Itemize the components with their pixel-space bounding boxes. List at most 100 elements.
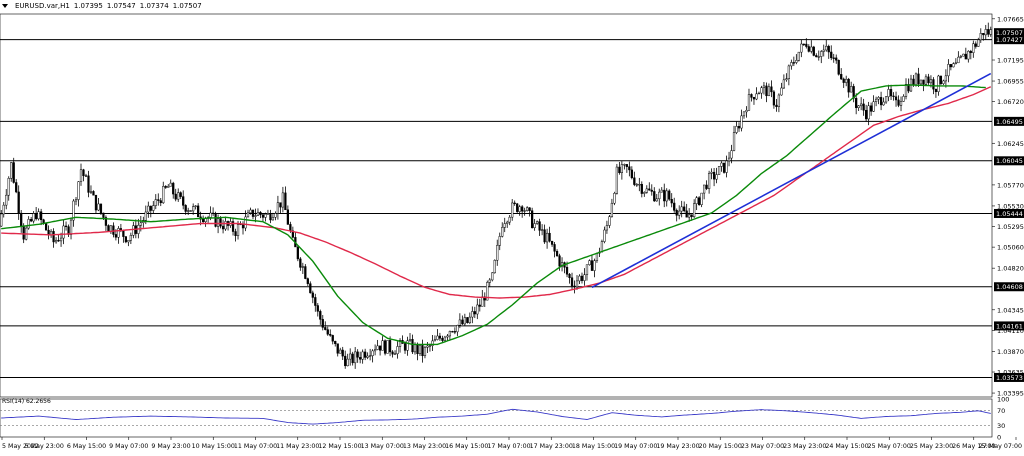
candle-body [438, 335, 442, 339]
candle-body [924, 76, 928, 85]
price-tick-label: 1.05770 [997, 181, 1024, 189]
candle-body [720, 162, 723, 167]
price-tick-label: 1.03870 [997, 348, 1024, 356]
time-tick-label: 11 May 23:00 [276, 443, 319, 450]
candle-body [319, 311, 322, 320]
candle-body [10, 162, 13, 179]
candle-body [246, 212, 250, 218]
candle-body [625, 164, 628, 167]
candle-body [251, 209, 255, 217]
candle-body [289, 224, 292, 232]
candle-body [211, 212, 215, 215]
candle-body [620, 164, 623, 174]
candle-body [578, 275, 581, 282]
candle-body [271, 217, 275, 221]
candle-body [540, 229, 544, 231]
candle-body [187, 210, 190, 212]
candle-body [503, 223, 506, 228]
candle-body [536, 221, 539, 224]
time-tick-label: 5 May 2022 [2, 443, 39, 450]
candle-body [660, 189, 663, 193]
candle-body [879, 97, 883, 106]
candle-body [755, 93, 758, 100]
candle-body [182, 196, 185, 206]
candle-body [104, 217, 108, 226]
candle-body [695, 197, 698, 204]
price-label-box [994, 321, 1024, 331]
candle-body [610, 202, 614, 217]
candle-body [54, 239, 58, 243]
candle-body [109, 225, 113, 232]
candle-body [326, 329, 329, 335]
candle-body [491, 272, 494, 281]
price-label-text: 1.07427 [996, 36, 1023, 44]
candle-body [99, 203, 103, 214]
candle-body [882, 101, 885, 106]
candle-body [545, 232, 549, 243]
candle-body [665, 190, 668, 202]
candle-body [680, 206, 683, 212]
candle-body [7, 178, 10, 196]
candle-body [299, 258, 302, 268]
time-tick-label: 12 May 15:00 [318, 443, 361, 450]
candle-body [64, 225, 68, 228]
candle-body [281, 192, 285, 208]
candle-body [254, 215, 257, 217]
price-tick-label: 1.05530 [997, 202, 1024, 210]
candle-body [366, 355, 369, 358]
candle-body [845, 78, 848, 83]
candle-body [969, 50, 972, 53]
candle-body [172, 182, 175, 195]
price-label-text: 1.05444 [996, 210, 1023, 218]
candle-body [79, 169, 83, 182]
collapse-triangle-icon[interactable] [2, 4, 8, 8]
candle-body [396, 346, 399, 355]
candle-body [964, 53, 967, 60]
high-value: 1.07547 [106, 2, 136, 10]
time-tick-label: 9 May 23:00 [151, 443, 190, 450]
candle-body [668, 190, 671, 200]
time-tick-label: 19 May 23:00 [656, 443, 699, 450]
candle-body [613, 193, 616, 204]
candle-body [855, 97, 858, 108]
candle-body [635, 184, 638, 186]
candle-body [32, 213, 35, 222]
candle-body [304, 266, 307, 279]
candle-body [179, 192, 182, 197]
time-tick-label: 17 May 23:00 [530, 443, 573, 450]
candle-body [977, 39, 980, 47]
price-label-box [994, 282, 1024, 292]
price-label-text: 1.06045 [996, 157, 1023, 165]
candle-body [675, 210, 678, 216]
candle-body [710, 171, 713, 174]
candle-body [688, 214, 691, 218]
candle-body [349, 353, 352, 360]
rsi-tick-label: 100 [997, 396, 1009, 404]
candle-body [473, 311, 476, 315]
price-label-text: 1.03573 [996, 374, 1023, 382]
price-tick-label: 1.07665 [997, 15, 1024, 23]
candle-body [712, 171, 716, 180]
candle-body [35, 213, 38, 220]
candle-body [127, 239, 130, 243]
candle-body [478, 304, 481, 307]
candle-body [249, 209, 252, 214]
candle-body [309, 283, 312, 294]
candle-body [982, 33, 985, 36]
candle-body [493, 259, 496, 274]
candle-body [653, 191, 656, 202]
candle-body [169, 182, 172, 187]
rsi-plot-frame [0, 398, 993, 438]
candle-body [0, 213, 3, 227]
candle-body [822, 49, 825, 52]
candle-body [593, 260, 596, 271]
candle-body [929, 79, 933, 84]
candle-body [411, 339, 414, 353]
candle-body [790, 62, 793, 67]
candle-body [568, 273, 571, 278]
candle-body [364, 351, 367, 358]
price-label-box [994, 116, 1024, 126]
candle-body [735, 126, 738, 133]
candle-body [413, 344, 417, 353]
